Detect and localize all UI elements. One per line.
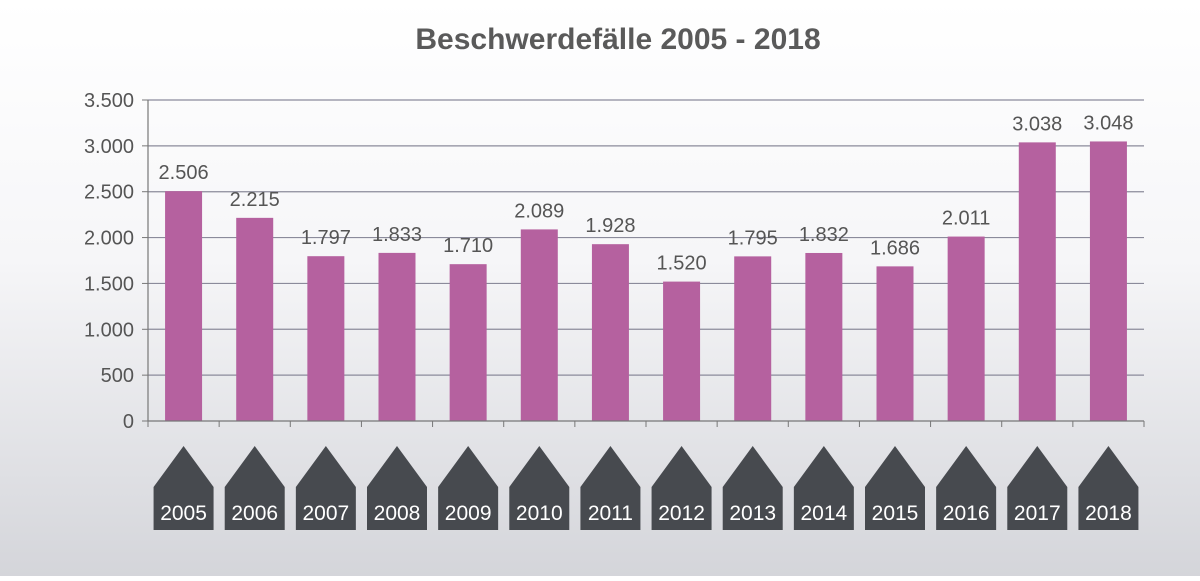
- category-badge: [580, 446, 641, 530]
- y-tick-label: 1.500: [84, 273, 134, 295]
- x-tick-label: 2007: [302, 502, 349, 525]
- x-tick-label: 2008: [374, 502, 421, 525]
- x-tick-label: 2009: [445, 502, 492, 525]
- y-axis-ticks: 0 500 1.000 1.500 2.000 2.500 3.000 3.500: [84, 90, 148, 433]
- category-badge: [651, 446, 712, 530]
- x-tick-label: 2018: [1085, 502, 1132, 525]
- bar: [947, 236, 985, 421]
- bar: [663, 281, 701, 421]
- y-tick-label: 3.000: [84, 136, 134, 158]
- x-axis-category-badges: 2005 2006 2007 2008 2009 2010 2011 2012 2013 2014…: [153, 446, 1139, 530]
- data-label: 1.832: [799, 224, 849, 246]
- bar: [165, 191, 203, 421]
- category-badge: [509, 446, 570, 530]
- data-label: 2.215: [230, 189, 280, 211]
- category-badge: [793, 446, 854, 530]
- category-badge: [1078, 446, 1139, 530]
- y-tick-label: 2.000: [84, 228, 134, 250]
- category-badge: [936, 446, 997, 530]
- x-tick-label: 2014: [800, 502, 847, 525]
- category-badge: [295, 446, 356, 530]
- data-label: 3.048: [1083, 112, 1133, 134]
- data-label: 1.710: [443, 235, 493, 257]
- bar: [307, 256, 345, 421]
- x-tick-label: 2005: [160, 502, 207, 525]
- category-badge: [865, 446, 925, 530]
- data-label: 1.520: [657, 253, 707, 275]
- category-badge: [224, 446, 285, 530]
- data-label: 2.506: [159, 162, 209, 184]
- category-badge: [1007, 446, 1068, 530]
- data-label: 1.795: [728, 227, 778, 249]
- x-tick-label: 2013: [729, 502, 776, 525]
- x-tick-label: 2011: [588, 502, 633, 525]
- bars: [165, 141, 1127, 421]
- x-tick-label: 2016: [943, 502, 990, 525]
- bar: [378, 252, 416, 421]
- category-badge: [153, 446, 214, 530]
- bar: [591, 244, 629, 421]
- data-label: 1.797: [301, 227, 351, 249]
- data-labels: 2.506 2.215 1.797 1.833 1.710 2.089 1.928 1.520…: [159, 112, 1134, 274]
- chart-title: Beschwerdefälle 2005 - 2018: [415, 23, 820, 56]
- bar: [1018, 142, 1056, 421]
- data-label: 2.011: [942, 208, 991, 230]
- data-label: 1.686: [870, 237, 920, 259]
- data-label: 1.928: [585, 215, 635, 237]
- y-tick-label: 2.500: [84, 182, 134, 204]
- bar: [449, 264, 487, 421]
- x-tick-label: 2017: [1014, 502, 1061, 525]
- x-tick-label: 2015: [872, 502, 919, 525]
- bar: [236, 217, 274, 421]
- x-tick-label: 2012: [658, 502, 705, 525]
- x-tick-label: 2010: [516, 502, 563, 525]
- x-tick-label: 2006: [231, 502, 278, 525]
- y-tick-label: 0: [123, 411, 134, 433]
- y-tick-label: 3.500: [84, 90, 134, 112]
- y-tick-label: 1.000: [84, 319, 134, 341]
- bar: [520, 229, 558, 421]
- data-label: 3.038: [1012, 113, 1062, 135]
- data-label: 1.833: [372, 224, 422, 246]
- data-label: 2.089: [514, 200, 564, 222]
- bar: [805, 252, 843, 421]
- bar: [734, 256, 772, 421]
- category-badge: [722, 446, 783, 530]
- bar: [1089, 141, 1127, 421]
- y-tick-label: 500: [101, 365, 134, 387]
- axes: [147, 100, 1145, 427]
- grid-lines: [148, 99, 1144, 376]
- category-badge: [367, 446, 427, 530]
- bar: [876, 266, 914, 421]
- category-badge: [438, 446, 499, 530]
